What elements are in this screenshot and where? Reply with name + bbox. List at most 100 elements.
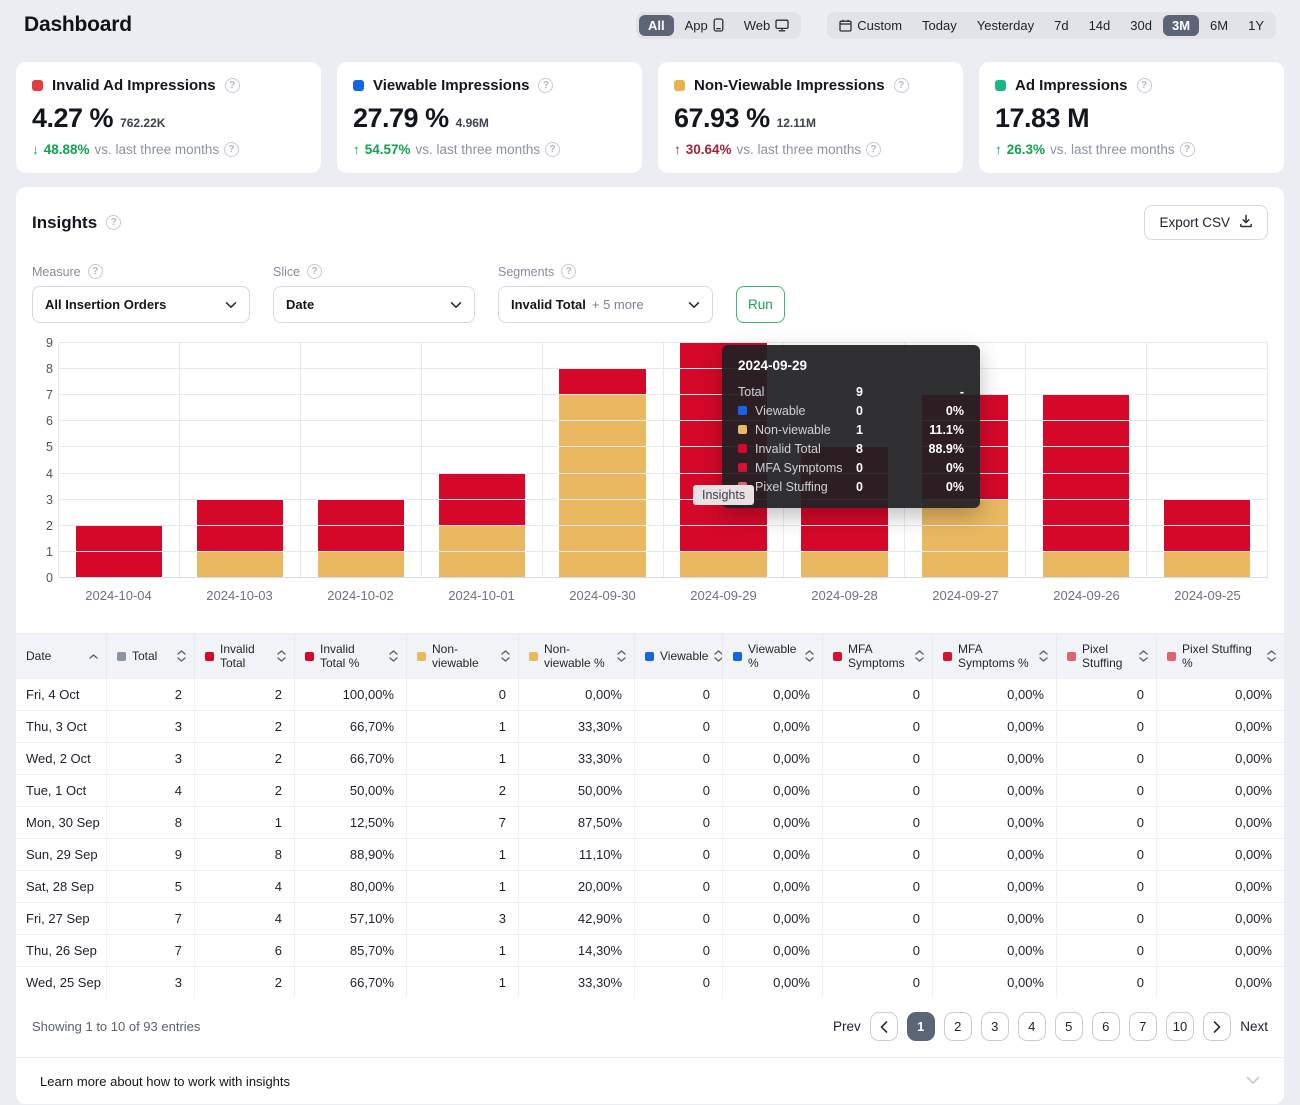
sort-icon[interactable] xyxy=(617,650,626,662)
table-row[interactable]: Fri, 27 Sep 7 4 57,10% 3 42,90% 0 0,00% 0 0,00% 0 0… xyxy=(16,902,1284,934)
column-header-total[interactable]: Total xyxy=(106,634,194,678)
date-range-7d[interactable]: 7d xyxy=(1045,15,1077,36)
sort-icon[interactable] xyxy=(177,650,186,662)
stacked-bar[interactable] xyxy=(1043,395,1130,578)
platform-toggle-all[interactable]: All xyxy=(638,14,674,36)
help-icon[interactable]: ? xyxy=(1136,78,1152,93)
page-button-7[interactable]: 7 xyxy=(1128,1012,1157,1041)
sort-icon[interactable] xyxy=(277,650,286,662)
sort-icon[interactable] xyxy=(89,653,98,659)
bar-group[interactable] xyxy=(180,343,301,578)
prev-label[interactable]: Prev xyxy=(833,1019,861,1034)
stacked-bar[interactable] xyxy=(559,369,646,578)
sort-icon[interactable] xyxy=(1267,650,1276,662)
help-icon[interactable]: ? xyxy=(87,264,103,279)
table-row[interactable]: Thu, 3 Oct 3 2 66,70% 1 33,30% 0 0,00% 0 0,00% 0 0,… xyxy=(16,710,1284,742)
segments-select[interactable]: Invalid Total + 5 more xyxy=(498,286,713,323)
column-header-non-viewable[interactable]: Non-viewable % xyxy=(518,634,634,678)
help-icon[interactable]: ? xyxy=(307,264,323,279)
table-row[interactable]: Mon, 30 Sep 8 1 12,50% 7 87,50% 0 0,00% 0 0,00% 0 0… xyxy=(16,806,1284,838)
sort-icon[interactable] xyxy=(915,650,924,662)
prev-page-button[interactable] xyxy=(869,1012,898,1041)
sort-icon[interactable] xyxy=(501,650,510,662)
chevron-down-icon xyxy=(688,297,700,312)
column-header-viewable[interactable]: Viewable % xyxy=(722,634,822,678)
sort-icon[interactable] xyxy=(714,650,724,662)
date-range-today[interactable]: Today xyxy=(913,15,966,36)
page-button-4[interactable]: 4 xyxy=(1017,1012,1046,1041)
slice-select[interactable]: Date xyxy=(273,286,475,323)
date-range-30d[interactable]: 30d xyxy=(1121,15,1161,36)
table-row[interactable]: Sun, 29 Sep 9 8 88,90% 1 11,10% 0 0,00% 0 0,00% 0 0… xyxy=(16,838,1284,870)
date-range-6m[interactable]: 6M xyxy=(1201,15,1237,36)
column-header-invalid-total[interactable]: Invalid Total xyxy=(194,634,294,678)
column-header-invalid-total[interactable]: Invalid Total % xyxy=(294,634,406,678)
table-row[interactable]: Sat, 28 Sep 5 4 80,00% 1 20,00% 0 0,00% 0 0,00% 0 0… xyxy=(16,870,1284,902)
top-bar-controls: All App Web Custom Today Yesterday 7d 14d 30d 3M… xyxy=(635,11,1276,39)
stacked-bar[interactable] xyxy=(75,525,163,578)
help-icon[interactable]: ? xyxy=(224,78,240,93)
page-button-10[interactable]: 10 xyxy=(1165,1012,1195,1041)
learn-more-bar[interactable]: Learn more about how to work with insigh… xyxy=(16,1057,1284,1104)
help-icon[interactable]: ? xyxy=(893,78,909,93)
table-row[interactable]: Tue, 1 Oct 4 2 50,00% 2 50,00% 0 0,00% 0 0,00% 0 0,… xyxy=(16,774,1284,806)
table-row[interactable]: Fri, 4 Oct 2 2 100,00% 0 0,00% 0 0,00% 0 0,00% 0 0,… xyxy=(16,678,1284,710)
help-icon[interactable]: ? xyxy=(561,264,577,279)
platform-toggle-app[interactable]: App xyxy=(676,15,733,36)
table-row[interactable]: Wed, 2 Oct 3 2 66,70% 1 33,30% 0 0,00% 0 0,00% 0 0,… xyxy=(16,742,1284,774)
bar-group[interactable] xyxy=(1147,343,1269,578)
stacked-bar[interactable] xyxy=(317,499,404,578)
date-range-3m[interactable]: 3M xyxy=(1162,14,1200,36)
date-range-yesterday[interactable]: Yesterday xyxy=(968,15,1043,36)
date-range-label: 3M xyxy=(1171,17,1191,33)
column-header-mfa-symptoms[interactable]: MFA Symptoms % xyxy=(932,634,1056,678)
sort-icon[interactable] xyxy=(1039,650,1048,662)
cell-value: 0 xyxy=(406,679,518,710)
column-header-pixel-stuffing[interactable]: Pixel Stuffing % xyxy=(1156,634,1284,678)
next-label[interactable]: Next xyxy=(1240,1019,1268,1034)
cell-date: Mon, 30 Sep xyxy=(26,815,100,830)
bar-group[interactable] xyxy=(543,343,664,578)
cell-value: 0,00% xyxy=(1156,935,1284,966)
stacked-bar[interactable] xyxy=(1163,499,1251,578)
column-header-viewable[interactable]: Viewable xyxy=(634,634,724,678)
sort-icon[interactable] xyxy=(805,650,814,662)
tooltip-label-text: MFA Symptoms xyxy=(755,460,843,475)
next-page-button[interactable] xyxy=(1203,1012,1232,1041)
help-icon[interactable]: ? xyxy=(224,142,240,157)
page-button-6[interactable]: 6 xyxy=(1091,1012,1120,1041)
page-button-5[interactable]: 5 xyxy=(1054,1012,1083,1041)
date-range-14d[interactable]: 14d xyxy=(1080,15,1120,36)
column-header-non-viewable[interactable]: Non-viewable xyxy=(406,634,518,678)
date-range-1y[interactable]: 1Y xyxy=(1239,15,1273,36)
bar-segment-non-viewable xyxy=(1163,551,1251,578)
stacked-bar[interactable] xyxy=(196,499,284,578)
measure-select[interactable]: All Insertion Orders xyxy=(32,286,250,323)
column-header-pixel-stuffing[interactable]: Pixel Stuffing xyxy=(1056,634,1156,678)
page-button-3[interactable]: 3 xyxy=(980,1012,1009,1041)
help-icon[interactable]: ? xyxy=(866,142,882,157)
bar-group[interactable] xyxy=(59,343,180,578)
help-icon[interactable]: ? xyxy=(1179,142,1195,157)
help-icon[interactable]: ? xyxy=(545,142,561,157)
help-icon[interactable]: ? xyxy=(106,215,122,230)
series-color-chip xyxy=(738,425,747,434)
date-range-custom[interactable]: Custom xyxy=(830,15,911,36)
export-csv-button[interactable]: Export CSV xyxy=(1144,205,1268,240)
bar-group[interactable] xyxy=(422,343,543,578)
page-button-1[interactable]: 1 xyxy=(906,1012,935,1041)
stacked-bar[interactable] xyxy=(438,473,525,578)
platform-toggle-web[interactable]: Web xyxy=(735,15,799,36)
column-header-mfa-symptoms[interactable]: MFA Symptoms xyxy=(822,634,932,678)
column-header-date[interactable]: Date xyxy=(16,634,106,678)
table-row[interactable]: Wed, 25 Sep 3 2 66,70% 1 33,30% 0 0,00% 0 0,00% 0 0… xyxy=(16,966,1284,998)
sort-icon[interactable] xyxy=(1139,650,1148,662)
help-icon[interactable]: ? xyxy=(538,78,554,93)
bar-group[interactable] xyxy=(1026,343,1148,578)
cell-value: 0 xyxy=(822,679,932,710)
sort-icon[interactable] xyxy=(389,650,398,662)
table-row[interactable]: Thu, 26 Sep 7 6 85,70% 1 14,30% 0 0,00% 0 0,00% 0 0… xyxy=(16,934,1284,966)
page-button-2[interactable]: 2 xyxy=(943,1012,972,1041)
bar-group[interactable] xyxy=(301,343,422,578)
run-button[interactable]: Run xyxy=(736,286,785,323)
